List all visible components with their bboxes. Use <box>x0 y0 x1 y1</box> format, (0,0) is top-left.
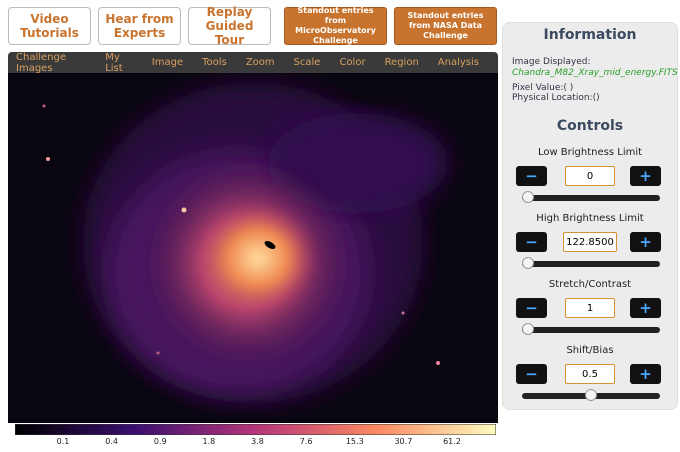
colorbar-label: 30.7 <box>394 437 413 446</box>
slider[interactable] <box>522 191 660 203</box>
image-view <box>8 73 498 423</box>
menu-item[interactable]: Challenge Images <box>16 51 66 74</box>
slider-thumb[interactable] <box>522 257 534 269</box>
panel-title: Information <box>543 27 637 43</box>
menu-bar: Challenge Images My List Image Tools Zoom Sca… <box>8 51 498 74</box>
colorbar-label: 0.4 <box>105 437 118 446</box>
menu-item[interactable]: Image <box>151 57 184 68</box>
value-input[interactable]: 1 <box>565 298 615 318</box>
slider-thumb[interactable] <box>522 323 534 335</box>
controls-title: Controls <box>556 118 624 134</box>
button[interactable]: Replay Guided Tour <box>188 5 271 47</box>
colorbar-label: 15.3 <box>345 437 364 446</box>
pixel-value: Pixel Value:( ) <box>512 83 574 93</box>
plus-button[interactable]: + <box>630 364 661 384</box>
menu-item[interactable]: My List <box>105 51 123 74</box>
button[interactable]: Hear from Experts <box>98 7 181 45</box>
colorbar-label: 7.6 <box>299 437 313 446</box>
plus-button[interactable]: + <box>630 166 661 186</box>
colorbar-label: 3.8 <box>251 437 264 446</box>
button[interactable]: Video Tutorials <box>8 7 91 45</box>
menu-item[interactable]: Zoom <box>245 57 275 68</box>
slider-thumb[interactable] <box>585 389 597 401</box>
menu-item[interactable]: Tools <box>202 57 227 68</box>
value-input[interactable]: 0 <box>565 166 615 186</box>
colorbar-label: 1.8 <box>202 437 216 446</box>
colorbar-label: 0.9 <box>153 437 167 446</box>
control-label: High Brightness Limit <box>536 213 644 224</box>
menu-item[interactable]: Color <box>339 57 366 68</box>
button[interactable]: Standout entries from MicroObservatory C… <box>284 6 387 45</box>
slider[interactable] <box>522 257 660 269</box>
control-label: Shift/Bias <box>566 345 614 356</box>
plus-button[interactable]: + <box>630 232 661 252</box>
minus-button[interactable]: − <box>516 166 547 186</box>
value-input[interactable]: 0.5 <box>565 364 615 384</box>
physical-location: Physical Location:() <box>512 93 600 103</box>
side-panel: Information Image Displayed: Chandra_M82… <box>502 22 678 410</box>
slider-thumb[interactable] <box>522 191 534 203</box>
button[interactable]: Standout entries from NASA Data Challeng… <box>394 7 497 45</box>
value-input[interactable]: 122.8500 <box>563 232 617 252</box>
colorbar-label: 61.2 <box>443 437 461 446</box>
menu-item[interactable]: Scale <box>293 57 321 68</box>
slider[interactable] <box>522 389 660 401</box>
minus-button[interactable]: − <box>516 298 547 318</box>
plus-button[interactable]: + <box>630 298 661 318</box>
minus-button[interactable]: − <box>516 364 547 384</box>
slider[interactable] <box>522 323 660 335</box>
menu-item[interactable]: Region <box>384 57 419 68</box>
minus-button[interactable]: − <box>516 232 547 252</box>
control-label: Stretch/Contrast <box>548 279 632 290</box>
image-name: Chandra_M82_Xray_mid_energy.FITS <box>512 68 678 78</box>
colorbar <box>15 424 496 435</box>
colorbar-label: 0.1 <box>56 437 70 446</box>
control-label: Low Brightness Limit <box>537 147 643 158</box>
info-label: Image Displayed: <box>512 57 591 67</box>
menu-item[interactable]: Analysis <box>437 57 479 68</box>
